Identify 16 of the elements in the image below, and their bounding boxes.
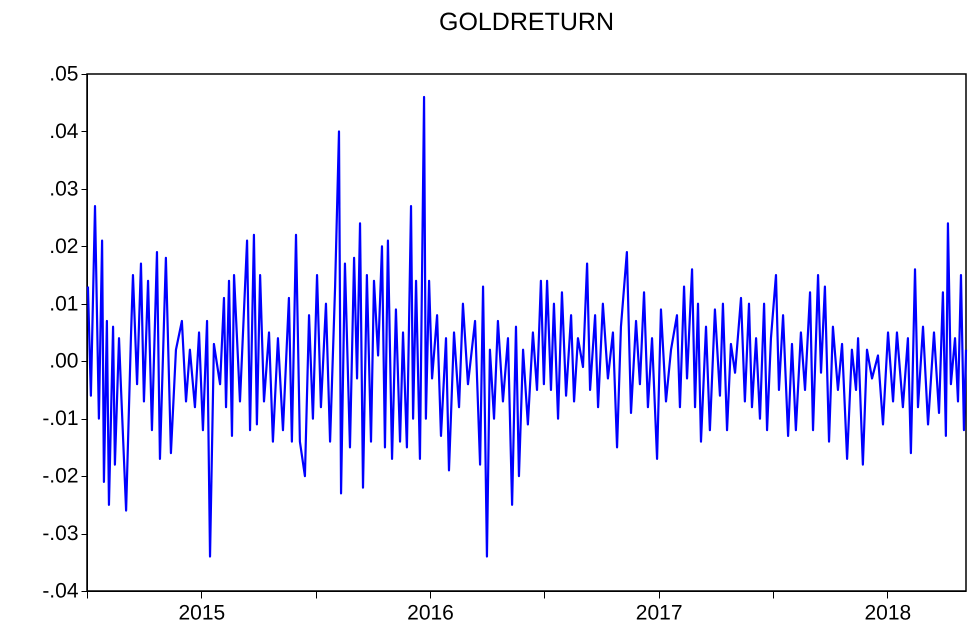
y-tick-label: -.03	[42, 522, 78, 546]
y-tick-label: -.02	[42, 464, 78, 488]
x-tick-label: 2016	[407, 602, 454, 624]
y-tick-label: -.01	[42, 407, 78, 430]
y-tick-label: -.04	[42, 580, 79, 602]
y-tick-label: .05	[49, 62, 78, 86]
y-tick-label: .03	[49, 177, 78, 200]
y-tick-label: .00	[49, 350, 78, 373]
line-series	[86, 96, 968, 558]
y-tick-label: .02	[49, 234, 78, 258]
x-tick-label: 2018	[864, 602, 912, 624]
y-tick-label: .01	[49, 292, 78, 316]
x-tick-label: 2015	[178, 602, 226, 624]
y-tick-label: .04	[49, 120, 79, 143]
chart-title: GOLDRETURN	[438, 8, 614, 36]
x-tick-label: 2017	[636, 602, 683, 624]
